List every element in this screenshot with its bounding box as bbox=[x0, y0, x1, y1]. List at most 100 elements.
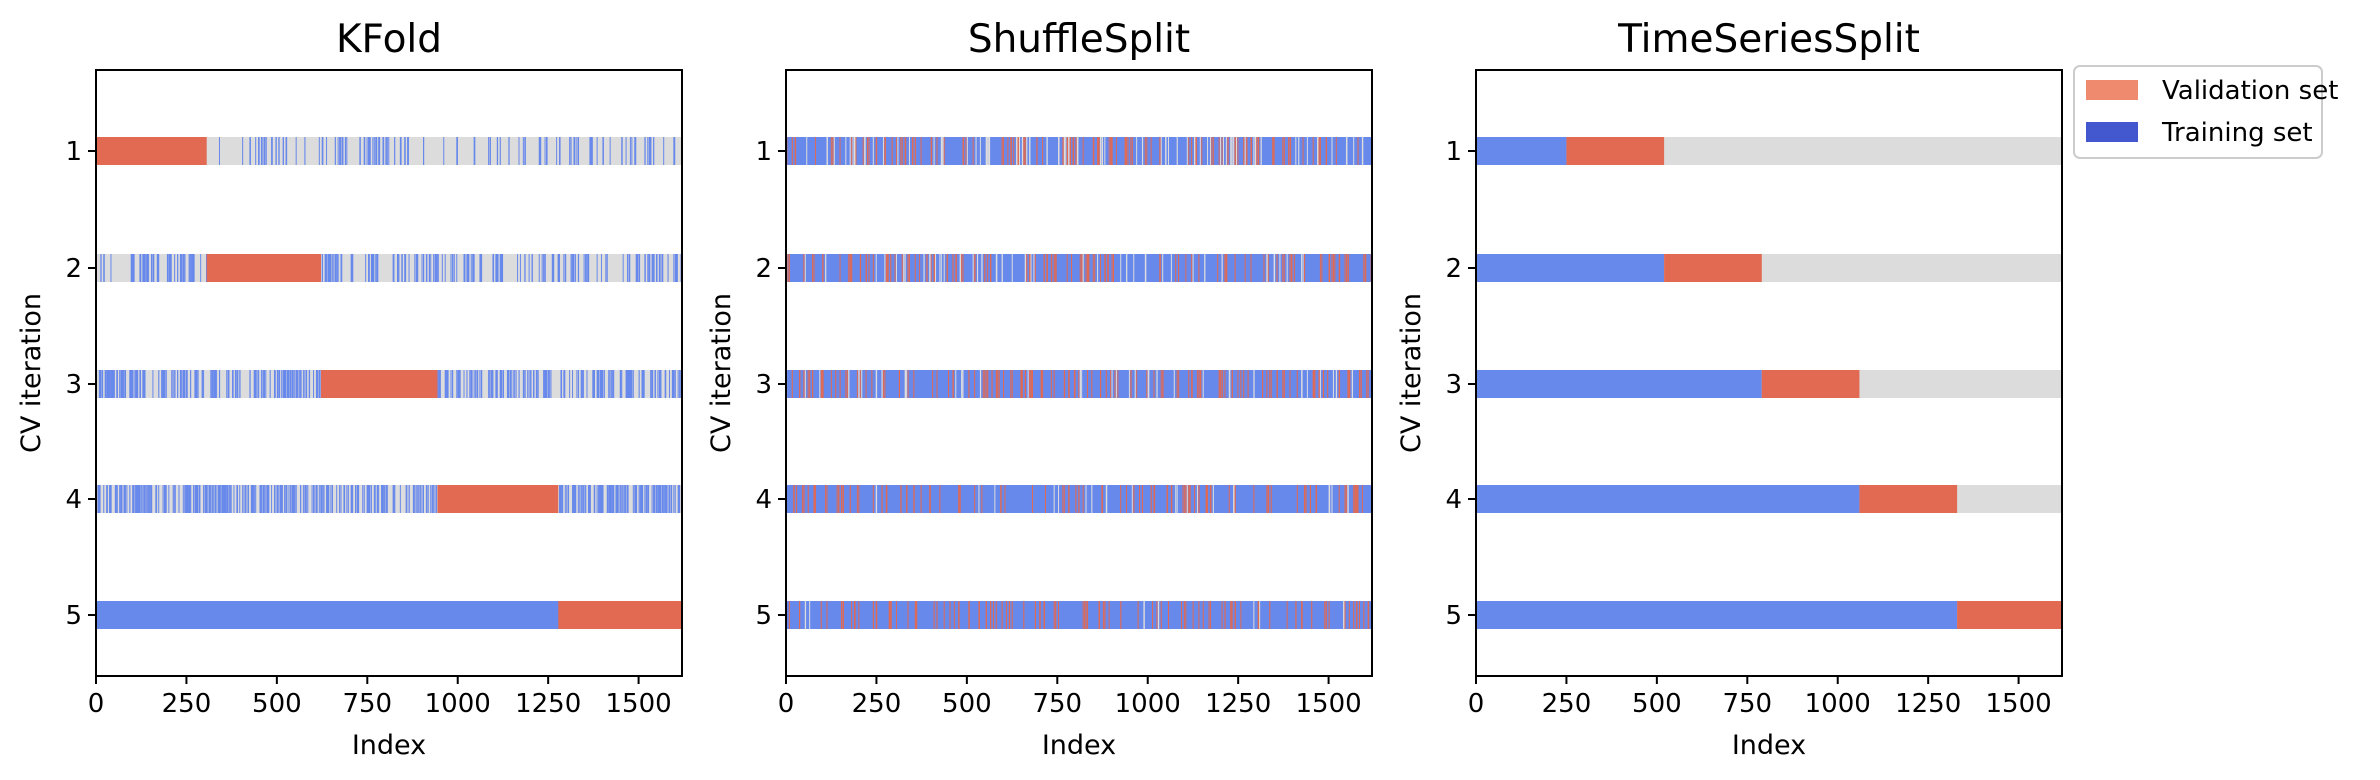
validation-segment bbox=[1007, 137, 1009, 165]
unused-segment bbox=[1235, 137, 1237, 165]
unused-segment bbox=[1001, 254, 1003, 282]
training-segment bbox=[674, 370, 676, 398]
unused-segment bbox=[1033, 254, 1035, 282]
validation-segment bbox=[932, 370, 934, 398]
validation-segment bbox=[1269, 370, 1271, 398]
validation-segment bbox=[794, 137, 797, 165]
training-segment bbox=[229, 485, 231, 513]
training-segment bbox=[289, 370, 291, 398]
validation-segment bbox=[1094, 254, 1096, 282]
training-segment bbox=[386, 485, 388, 513]
validation-segment bbox=[1191, 370, 1193, 398]
training-segment bbox=[786, 601, 1372, 629]
training-segment bbox=[664, 485, 667, 513]
validation-segment bbox=[1195, 137, 1197, 165]
validation-segment bbox=[974, 370, 976, 398]
validation-segment bbox=[1217, 254, 1219, 282]
training-segment bbox=[602, 485, 604, 513]
validation-segment bbox=[1105, 370, 1107, 398]
validation-segment bbox=[1331, 254, 1333, 282]
validation-segment bbox=[796, 485, 798, 513]
training-segment bbox=[647, 137, 649, 165]
unused-segment bbox=[1361, 137, 1364, 165]
training-segment bbox=[666, 485, 668, 513]
unused-segment bbox=[1076, 137, 1079, 165]
validation-segment bbox=[992, 601, 994, 629]
validation-segment bbox=[1075, 137, 1077, 165]
validation-segment bbox=[916, 601, 918, 629]
training-segment bbox=[334, 254, 337, 282]
x-tick-label: 1500 bbox=[1986, 689, 2052, 719]
validation-segment bbox=[851, 254, 853, 282]
validation-segment bbox=[859, 254, 862, 282]
training-segment bbox=[152, 370, 154, 398]
training-segment bbox=[273, 485, 275, 513]
training-segment bbox=[612, 370, 615, 398]
training-segment bbox=[667, 485, 669, 513]
training-segment bbox=[110, 485, 112, 513]
training-segment bbox=[583, 254, 585, 282]
training-segment bbox=[450, 370, 452, 398]
training-segment bbox=[589, 137, 592, 165]
training-segment bbox=[171, 370, 173, 398]
training-segment bbox=[629, 137, 631, 165]
training-segment bbox=[245, 485, 247, 513]
validation-segment bbox=[882, 370, 884, 398]
training-segment bbox=[522, 137, 524, 165]
validation-segment bbox=[1221, 137, 1223, 165]
training-segment bbox=[292, 485, 295, 513]
training-segment bbox=[347, 485, 349, 513]
training-segment bbox=[357, 485, 360, 513]
panel-title: KFold bbox=[336, 17, 442, 62]
training-segment bbox=[560, 485, 562, 513]
unused-segment bbox=[875, 254, 877, 282]
unused-segment bbox=[943, 254, 945, 282]
unused-segment bbox=[897, 137, 899, 165]
training-segment bbox=[126, 485, 128, 513]
training-segment bbox=[421, 485, 423, 513]
training-segment bbox=[137, 485, 140, 513]
validation-segment bbox=[985, 601, 987, 629]
validation-segment bbox=[1043, 254, 1045, 282]
training-segment bbox=[628, 370, 631, 398]
training-segment bbox=[509, 370, 512, 398]
unused-segment bbox=[1099, 137, 1101, 165]
validation-segment bbox=[1325, 601, 1327, 629]
training-segment bbox=[220, 485, 222, 513]
training-segment bbox=[451, 370, 454, 398]
training-segment bbox=[350, 254, 353, 282]
training-segment bbox=[514, 370, 516, 398]
training-segment bbox=[657, 485, 659, 513]
validation-segment bbox=[830, 370, 832, 398]
training-segment bbox=[333, 254, 335, 282]
training-segment bbox=[197, 370, 199, 398]
training-segment bbox=[339, 137, 341, 165]
training-segment bbox=[172, 370, 174, 398]
bars-layer bbox=[96, 137, 682, 629]
training-segment bbox=[622, 485, 624, 513]
training-segment bbox=[224, 485, 227, 513]
training-segment bbox=[289, 485, 291, 513]
validation-segment bbox=[920, 485, 922, 513]
training-segment bbox=[336, 485, 338, 513]
validation-segment bbox=[1212, 137, 1214, 165]
unused-segment bbox=[1199, 137, 1201, 165]
validation-segment bbox=[1250, 137, 1252, 165]
validation-segment bbox=[1023, 137, 1025, 165]
training-segment bbox=[181, 370, 183, 398]
validation-segment bbox=[907, 254, 909, 282]
training-segment bbox=[260, 370, 262, 398]
cv-iteration-row bbox=[96, 485, 682, 513]
training-segment bbox=[396, 254, 399, 282]
validation-segment bbox=[1182, 485, 1184, 513]
training-segment bbox=[122, 370, 124, 398]
cv-iteration-row bbox=[786, 485, 1372, 513]
unused-segment bbox=[1105, 485, 1108, 513]
training-segment bbox=[326, 137, 328, 165]
unused-segment bbox=[848, 370, 850, 398]
validation-segment bbox=[801, 485, 803, 513]
training-segment bbox=[304, 137, 306, 165]
training-segment bbox=[223, 485, 226, 513]
training-segment bbox=[149, 485, 151, 513]
validation-segment bbox=[1066, 254, 1068, 282]
